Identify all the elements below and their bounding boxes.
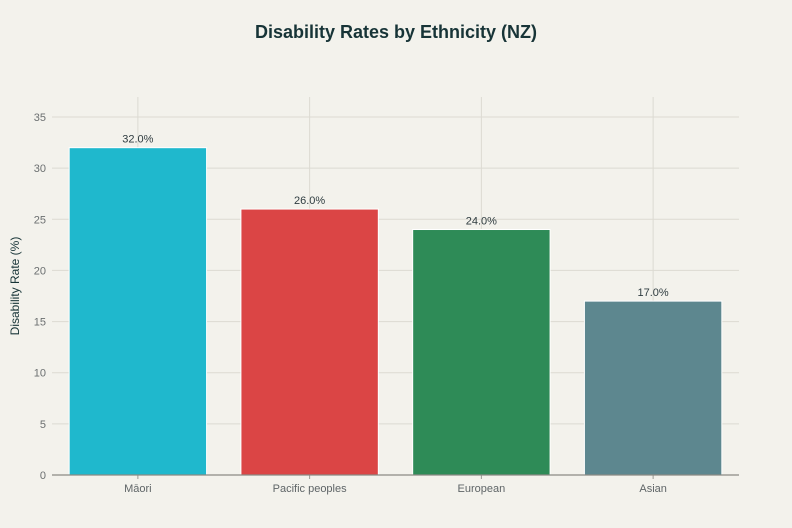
bar xyxy=(68,147,208,476)
y-tick-label: 5 xyxy=(40,419,46,431)
chart-title: Disability Rates by Ethnicity (NZ) xyxy=(255,22,537,42)
x-tick-label: Asian xyxy=(639,483,667,495)
data-labels: 32.0% 26.0% 24.0% 17.0% xyxy=(122,134,669,299)
y-axis-ticks: 0 5 10 15 20 25 30 35 xyxy=(34,112,46,482)
y-tick-label: 10 xyxy=(34,368,46,380)
data-label: 17.0% xyxy=(638,287,669,299)
x-tick-label: European xyxy=(458,483,506,495)
bar xyxy=(583,300,723,476)
y-tick-label: 0 xyxy=(40,470,46,482)
data-label: 26.0% xyxy=(294,195,325,207)
bar xyxy=(240,208,379,476)
y-tick-label: 25 xyxy=(34,214,46,226)
bars xyxy=(68,147,723,476)
y-tick-label: 20 xyxy=(34,265,46,277)
data-label: 32.0% xyxy=(122,134,153,146)
y-tick-label: 35 xyxy=(34,112,46,124)
x-tick-label: Māori xyxy=(124,483,152,495)
data-label: 24.0% xyxy=(466,216,497,228)
x-tick-label: Pacific peoples xyxy=(273,483,347,495)
y-tick-label: 15 xyxy=(34,317,46,329)
y-tick-label: 30 xyxy=(34,163,46,175)
bar xyxy=(412,229,551,476)
y-axis-label: Disability Rate (%) xyxy=(8,237,22,336)
x-axis-ticks: Māori Pacific peoples European Asian xyxy=(124,475,667,495)
